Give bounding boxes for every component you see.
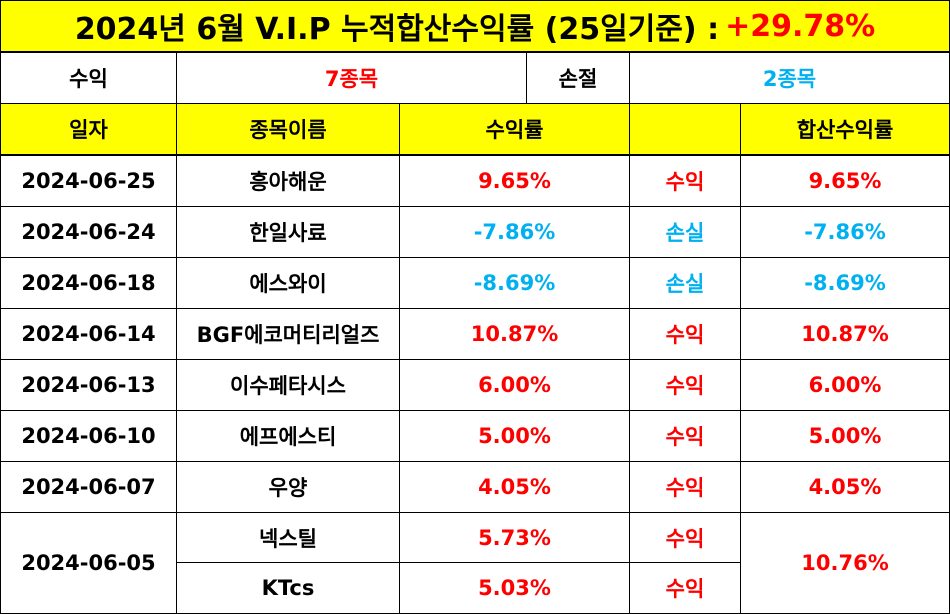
row-name: 우양 (177, 462, 400, 513)
row-name: 에프에스티 (177, 411, 400, 462)
row-rate: 9.65% (400, 156, 630, 207)
loss-label: 손절 (527, 53, 630, 104)
row-date: 2024-06-07 (1, 462, 177, 513)
row-result: 수익 (630, 156, 741, 207)
merged-name-2: KTcs (177, 563, 400, 613)
row-rate: 4.05% (400, 462, 630, 513)
merged-rate-2: 5.03% (400, 563, 630, 613)
row-result: 수익 (630, 411, 741, 462)
merged-result-1: 수익 (630, 513, 741, 563)
row-rate: -8.69% (400, 258, 630, 309)
sheet-title: 2024년 6월 V.I.P 누적합산수익률 (25일기준) : +29.78% (1, 1, 949, 53)
row-date: 2024-06-25 (1, 156, 177, 207)
merged-total: 10.76% (801, 551, 889, 575)
row-total: 9.65% (741, 156, 949, 207)
row-rate: 6.00% (400, 360, 630, 411)
row-total: -8.69% (741, 258, 949, 309)
row-total: -7.86% (741, 207, 949, 258)
row-name: 이수페타시스 (177, 360, 400, 411)
profit-count: 7종목 (177, 53, 527, 104)
row-name: BGF에코머티리얼즈 (177, 309, 400, 360)
header-name: 종목이름 (177, 104, 400, 156)
header-result (630, 104, 741, 156)
row-total: 5.00% (741, 411, 949, 462)
row-name: 흥아해운 (177, 156, 400, 207)
row-date: 2024-06-14 (1, 309, 177, 360)
row-result: 수익 (630, 309, 741, 360)
row-rate: -7.86% (400, 207, 630, 258)
row-rate: 5.00% (400, 411, 630, 462)
merged-rate-1: 5.73% (400, 513, 630, 563)
row-total: 6.00% (741, 360, 949, 411)
row-result: 손실 (630, 258, 741, 309)
merged-name-1: 넥스틸 (177, 513, 400, 563)
loss-count: 2종목 (630, 53, 949, 104)
row-result: 손실 (630, 207, 741, 258)
merged-result-2: 수익 (630, 563, 741, 613)
header-total: 합산수익률 (741, 104, 949, 156)
row-result: 수익 (630, 360, 741, 411)
row-name: 에스와이 (177, 258, 400, 309)
row-name: 한일사료 (177, 207, 400, 258)
header-date: 일자 (1, 104, 177, 156)
merged-date: 2024-06-05 (1, 513, 177, 613)
row-date: 2024-06-18 (1, 258, 177, 309)
title-text: 2024년 6월 V.I.P 누적합산수익률 (25일기준) : (74, 12, 720, 47)
row-result: 수익 (630, 462, 741, 513)
total-return: +29.78% (725, 8, 876, 44)
header-rate: 수익률 (400, 104, 630, 156)
row-rate: 10.87% (400, 309, 630, 360)
profit-label: 수익 (1, 53, 177, 104)
row-total: 10.87% (741, 309, 949, 360)
row-total: 4.05% (741, 462, 949, 513)
row-date: 2024-06-13 (1, 360, 177, 411)
row-date: 2024-06-10 (1, 411, 177, 462)
row-date: 2024-06-24 (1, 207, 177, 258)
